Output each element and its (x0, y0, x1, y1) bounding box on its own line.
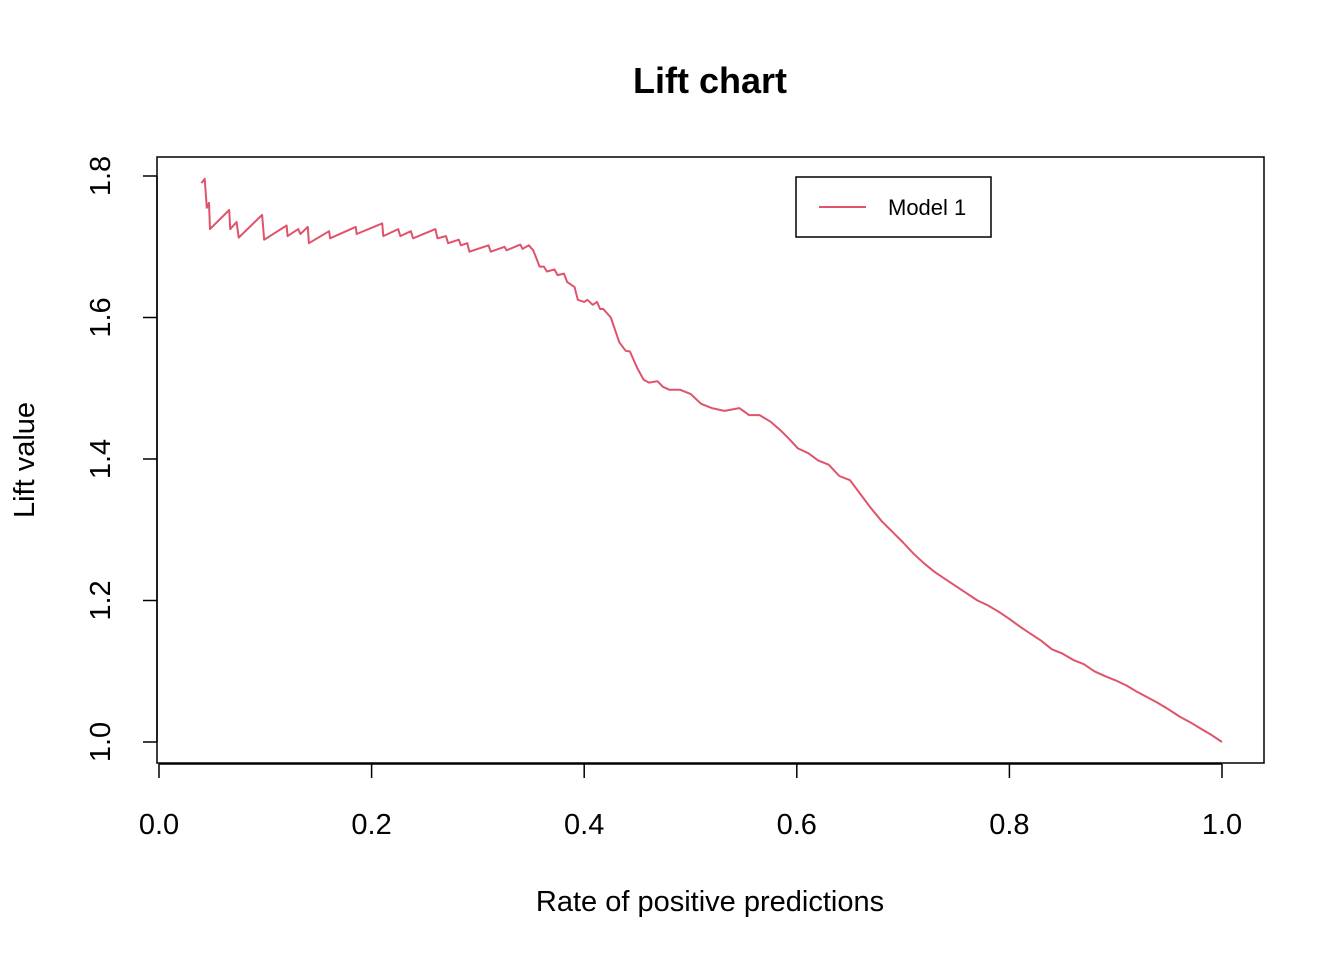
y-axis: 1.0 1.2 1.4 1.6 1.8 (85, 156, 158, 762)
x-tick-label: 0.6 (777, 809, 817, 841)
legend-label-model-1: Model 1 (888, 195, 966, 220)
y-tick-label: 1.2 (85, 580, 117, 620)
x-tick-label: 0.8 (989, 809, 1029, 841)
x-tick-label: 1.0 (1202, 809, 1242, 841)
legend: Model 1 (795, 176, 992, 238)
x-tick-label: 0.2 (351, 809, 391, 841)
y-tick-label: 1.6 (85, 297, 117, 337)
series-layer (200, 177, 1223, 743)
series-line-1 (200, 177, 1223, 743)
chart-title: Lift chart (633, 60, 787, 101)
x-tick-label: 0.4 (564, 809, 604, 841)
y-tick-label: 1.4 (85, 439, 117, 479)
x-axis: 0.0 0.2 0.4 0.6 0.8 1.0 (139, 763, 1242, 841)
x-tick-label: 0.0 (139, 809, 179, 841)
y-tick-label: 1.8 (85, 156, 117, 196)
x-axis-label: Rate of positive predictions (536, 886, 884, 918)
y-tick-label: 1.0 (85, 722, 117, 762)
y-axis-label: Lift value (9, 402, 41, 518)
